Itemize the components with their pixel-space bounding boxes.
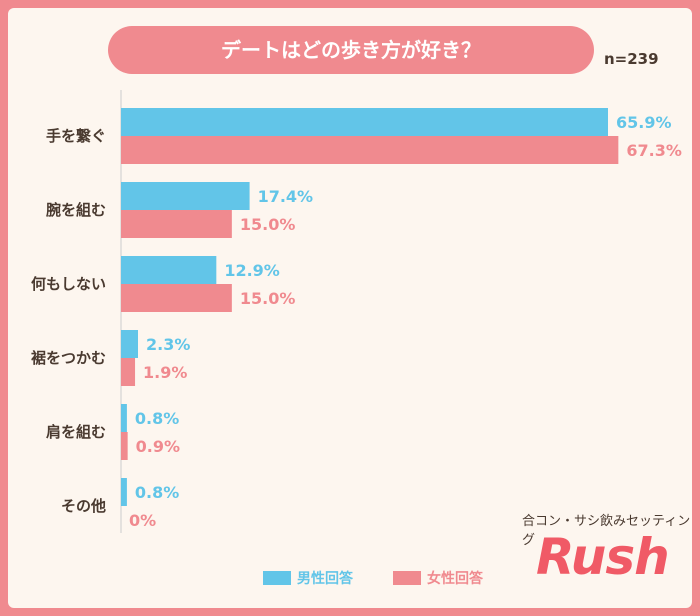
- data-label-male: 0.8%: [135, 483, 179, 502]
- category-label: 手を繋ぐ: [46, 127, 106, 145]
- bar-female: [121, 432, 128, 460]
- legend-female-label: 女性回答: [427, 571, 483, 587]
- category-label: 腕を組む: [46, 201, 106, 219]
- bar-female: [121, 358, 136, 386]
- data-label-female: 1.9%: [143, 363, 187, 382]
- bar-male: [121, 182, 250, 210]
- category-label: 裾をつかむ: [31, 349, 106, 367]
- bar-male: [121, 404, 127, 432]
- rush-logo: Rush: [536, 528, 670, 586]
- chart-title: デートはどの歩き方が好き？: [108, 26, 594, 74]
- category-label: 何もしない: [31, 275, 106, 293]
- data-label-male: 0.8%: [135, 409, 179, 428]
- data-label-female: 0.9%: [136, 437, 180, 456]
- data-label-male: 17.4%: [258, 187, 314, 206]
- bar-female: [121, 136, 619, 164]
- data-label-male: 2.3%: [146, 335, 190, 354]
- bar-female: [121, 284, 232, 312]
- legend-male: 男性回答: [263, 568, 353, 588]
- bar-male: [121, 478, 127, 506]
- data-label-male: 65.9%: [616, 113, 672, 132]
- chart-frame: デートはどの歩き方が好き？ n=239 手を繋ぐ腕を組む何もしない裾をつかむ肩を…: [8, 8, 692, 608]
- data-label-female: 15.0%: [240, 289, 296, 308]
- legend-male-swatch: [263, 571, 291, 585]
- legend-female: 女性回答: [393, 568, 483, 588]
- data-label-female: 67.3%: [626, 141, 682, 160]
- legend-female-swatch: [393, 571, 421, 585]
- data-label-female: 0%: [129, 511, 156, 530]
- bar-male: [121, 256, 217, 284]
- data-label-male: 12.9%: [224, 261, 280, 280]
- bar-female: [121, 210, 232, 238]
- category-label: その他: [61, 497, 106, 515]
- service-tagline: 合コン・サシ飲みセッティング: [522, 514, 691, 548]
- sample-size: n=239: [604, 50, 659, 68]
- bar-male: [121, 330, 138, 358]
- legend-male-label: 男性回答: [297, 571, 353, 587]
- bar-male: [121, 108, 608, 136]
- category-label: 肩を組む: [46, 423, 106, 441]
- data-label-female: 15.0%: [240, 215, 296, 234]
